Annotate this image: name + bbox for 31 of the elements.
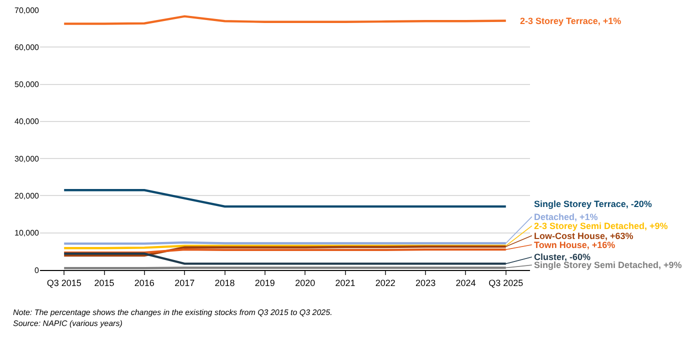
text: Single Storey Terrace, -20% (534, 199, 652, 209)
series-label: 2-3 Storey Terrace, +1% (520, 16, 622, 26)
x-tick-label: Q3 2025 (488, 278, 524, 288)
y-tick-label: 0 (34, 266, 40, 275)
x-tick-label: 2017 (174, 278, 195, 288)
y-tick-label: 50,000 (14, 80, 40, 90)
y-tick-label: 20,000 (14, 192, 40, 201)
x-tick-label: Q3 2015 (46, 278, 82, 288)
x-tick-label: 2015 (94, 278, 114, 288)
x-tick-label: 2022 (375, 278, 396, 288)
y-tick-label: 30,000 (14, 154, 40, 164)
x-tick-label: 2019 (254, 278, 275, 288)
y-tick-label: 70,000 (14, 6, 40, 15)
line-series (62, 15, 507, 25)
x-tick-label: 2018 (214, 278, 235, 288)
y-tick-label: 10,000 (14, 228, 40, 238)
legend-label: Cluster, -60% (534, 252, 591, 262)
y-tick-label: 60,000 (14, 42, 40, 52)
x-tick-label: 2023 (416, 278, 436, 288)
legend-label: Single Storey Semi Detached, +9% (534, 260, 682, 270)
source-note: Source: NAPIC (various years) (13, 319, 123, 328)
text: Detached, +1% (534, 212, 598, 222)
text: 2-3 Storey Semi Detached, +9% (534, 221, 668, 231)
x-tick-label: 2020 (295, 278, 316, 288)
x-tick-label: 2024 (456, 278, 476, 288)
y-tick-label: 40,000 (14, 117, 40, 126)
text: Note: The percentage shows the changes in the existing stocks from Q3 2015 to Q3 2025. (13, 308, 332, 317)
legend-label: Town House, +16% (534, 240, 616, 250)
x-tick-label: 2021 (335, 278, 356, 288)
legend-label: Low-Cost House, +63% (534, 231, 634, 241)
x-tick-label: 2016 (134, 278, 154, 288)
